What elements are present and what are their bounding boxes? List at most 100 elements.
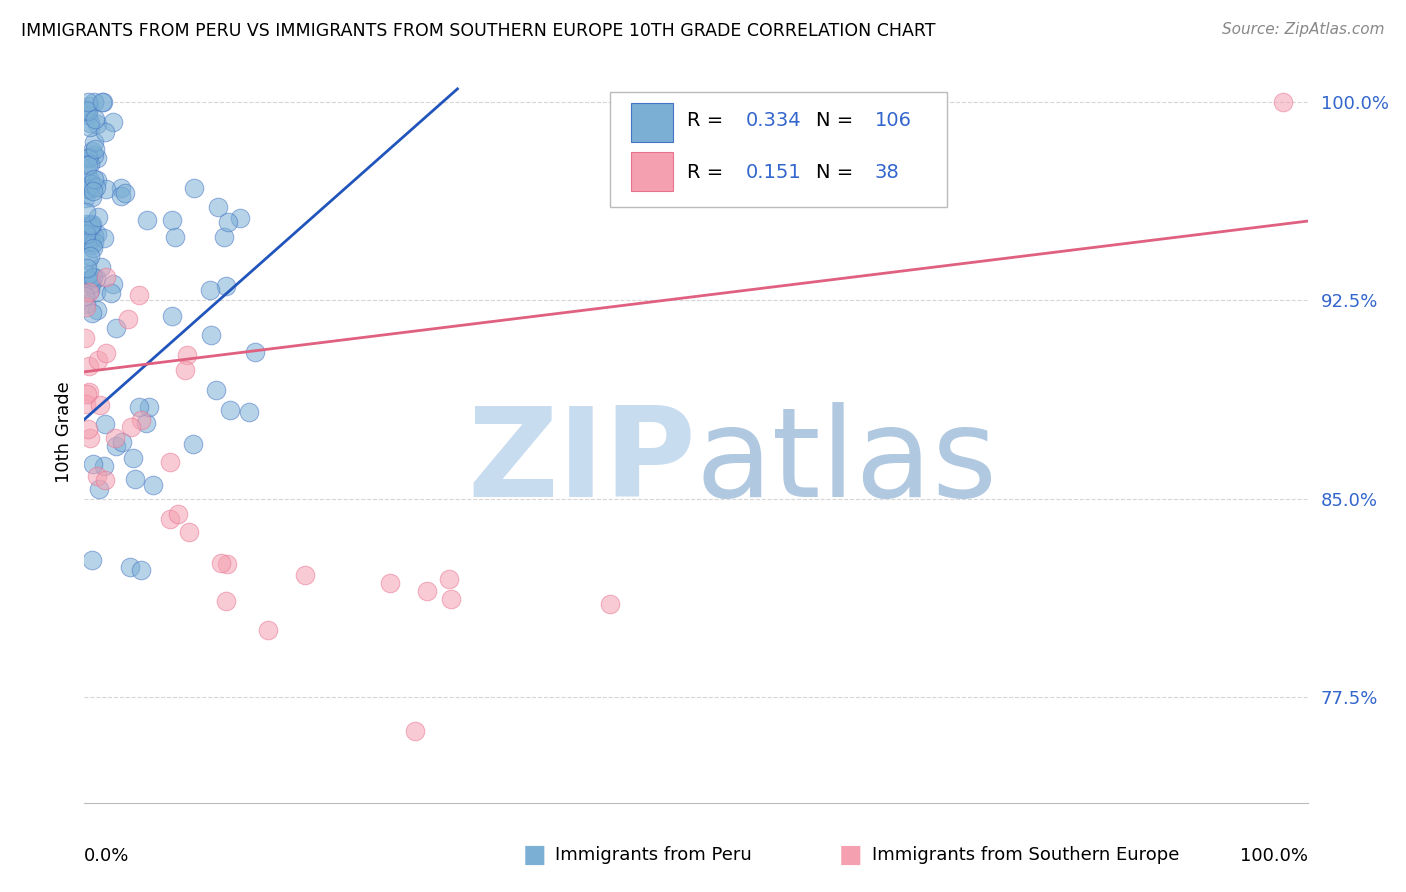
Point	[404, 724, 426, 739]
Point	[75, 300, 97, 314]
Point	[439, 572, 461, 586]
Point	[93, 230, 115, 244]
Point	[79, 116, 101, 130]
Point	[77, 158, 100, 172]
Point	[77, 95, 100, 109]
Point	[76, 217, 98, 231]
Point	[120, 420, 142, 434]
Point	[77, 273, 100, 287]
Point	[83, 95, 105, 109]
Point	[77, 235, 100, 249]
Point	[117, 312, 139, 326]
Point	[82, 553, 104, 567]
Point	[75, 297, 97, 311]
Point	[80, 190, 103, 204]
Text: 0.151: 0.151	[747, 162, 801, 181]
Point	[86, 227, 108, 241]
Point	[79, 249, 101, 263]
Text: ■: ■	[523, 843, 546, 866]
Point	[80, 217, 103, 231]
Point	[183, 437, 205, 451]
Text: ZIP: ZIP	[467, 401, 696, 523]
Point	[77, 268, 100, 283]
Point	[129, 412, 152, 426]
Point	[83, 135, 105, 149]
Point	[205, 383, 228, 397]
Point	[96, 182, 118, 196]
Point	[160, 213, 183, 227]
Point	[256, 623, 278, 637]
Point	[80, 277, 103, 292]
Text: R =: R =	[688, 111, 730, 129]
Point	[80, 177, 103, 191]
Point	[79, 283, 101, 297]
Point	[82, 184, 104, 198]
Point	[84, 142, 107, 156]
Point	[94, 270, 117, 285]
Y-axis label: 10th Grade: 10th Grade	[55, 382, 73, 483]
Point	[219, 403, 242, 417]
Point	[163, 230, 186, 244]
Point	[77, 151, 100, 165]
Point	[212, 230, 235, 244]
Point	[440, 592, 463, 607]
Point	[86, 468, 108, 483]
Point	[245, 345, 267, 359]
Point	[84, 271, 107, 285]
Point	[129, 563, 152, 577]
Point	[94, 473, 117, 487]
Point	[79, 234, 101, 248]
Point	[75, 289, 97, 303]
Text: ■: ■	[839, 843, 862, 866]
Point	[76, 108, 98, 122]
Point	[238, 405, 260, 419]
Point	[217, 214, 239, 228]
Point	[200, 328, 222, 343]
Text: Immigrants from Peru: Immigrants from Peru	[555, 846, 752, 863]
Point	[214, 279, 236, 293]
Point	[86, 303, 108, 318]
Text: Source: ZipAtlas.com: Source: ZipAtlas.com	[1222, 22, 1385, 37]
Point	[84, 285, 107, 299]
Text: Immigrants from Southern Europe: Immigrants from Southern Europe	[872, 846, 1180, 863]
Point	[176, 348, 198, 362]
Point	[101, 114, 124, 128]
Point	[215, 594, 238, 608]
Point	[84, 179, 107, 194]
Point	[111, 434, 134, 449]
Bar	[631, 152, 672, 191]
Point	[128, 288, 150, 302]
Point	[128, 400, 150, 414]
Point	[118, 559, 141, 574]
Point	[82, 270, 104, 285]
Point	[76, 260, 98, 275]
Point	[83, 229, 105, 244]
Point	[93, 458, 115, 473]
Point	[84, 112, 107, 126]
Text: 0.334: 0.334	[747, 111, 801, 129]
Point	[124, 472, 146, 486]
Point	[93, 125, 115, 139]
Text: atlas: atlas	[696, 401, 998, 523]
Point	[79, 431, 101, 445]
Point	[75, 227, 97, 241]
Point	[104, 431, 127, 445]
Point	[75, 191, 97, 205]
Point	[94, 417, 117, 431]
Text: 0.0%: 0.0%	[84, 847, 129, 865]
Point	[122, 450, 145, 465]
Point	[104, 321, 127, 335]
Point	[83, 148, 105, 162]
Point	[174, 363, 197, 377]
Point	[80, 238, 103, 252]
Point	[138, 401, 160, 415]
Point	[599, 598, 621, 612]
Point	[77, 285, 100, 299]
Point	[110, 189, 132, 203]
Point	[294, 568, 316, 582]
Point	[79, 99, 101, 113]
Point	[86, 118, 108, 132]
Point	[86, 151, 108, 165]
Point	[73, 219, 96, 234]
Point	[217, 557, 239, 571]
